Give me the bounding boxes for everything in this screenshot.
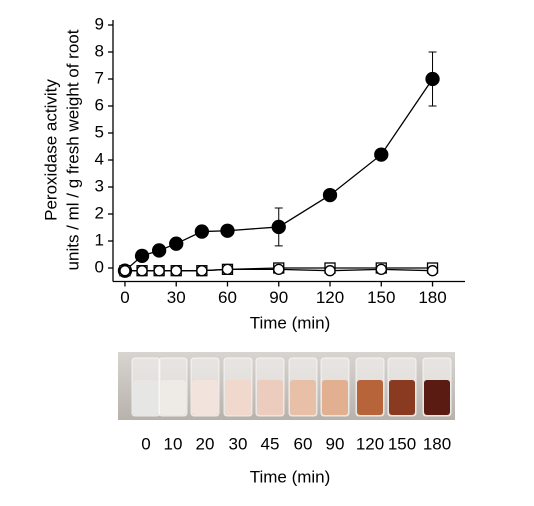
x-tick-label: 150 — [367, 288, 395, 307]
y-tick-label: 1 — [95, 230, 104, 249]
vial-label: 180 — [423, 434, 451, 453]
y-tick-label: 6 — [95, 95, 104, 114]
marker — [194, 224, 210, 239]
vials — [131, 357, 452, 417]
vial-label: 45 — [261, 434, 280, 453]
vial-liquid — [357, 380, 383, 415]
marker — [220, 223, 235, 238]
marker — [169, 236, 184, 251]
marker — [322, 187, 338, 203]
vial-label: 90 — [326, 434, 345, 453]
y-tick-label: 4 — [95, 149, 104, 168]
vial-liquid — [225, 380, 251, 415]
marker — [271, 219, 286, 235]
marker — [425, 71, 440, 87]
vial-label: 0 — [141, 434, 150, 453]
vial-liquid — [424, 380, 450, 415]
vial-label: 120 — [356, 434, 384, 453]
vial-liquid — [160, 380, 186, 415]
vial-liquid — [389, 380, 415, 415]
vial-label: 60 — [294, 434, 313, 453]
x-tick-label: 60 — [218, 288, 237, 307]
x-axis-label: Time (min) — [250, 313, 331, 332]
x-tick-label: 180 — [418, 288, 446, 307]
marker — [119, 265, 131, 277]
y-tick-label: 7 — [95, 68, 104, 87]
y-tick-label: 2 — [95, 203, 104, 222]
vial-label: 150 — [388, 434, 416, 453]
vial-liquid — [192, 380, 218, 415]
vial-liquid — [322, 380, 348, 415]
y-axis-label: units / ml / g fresh weight of root — [63, 29, 82, 270]
marker — [221, 263, 234, 276]
marker — [273, 263, 285, 276]
marker — [426, 265, 439, 277]
marker — [324, 265, 336, 277]
photo — [118, 352, 455, 420]
vial-label: 30 — [229, 434, 248, 453]
y-tick-label: 0 — [95, 257, 104, 276]
y-tick-label: 8 — [95, 41, 104, 60]
marker — [374, 147, 389, 162]
marker — [196, 265, 208, 277]
series-line — [124, 268, 433, 272]
marker — [134, 248, 150, 264]
y-axis-label: Peroxidase activity — [41, 79, 60, 221]
x-tick-label: 120 — [316, 288, 344, 307]
y-tick-label: 3 — [95, 176, 104, 195]
vial-label: 20 — [196, 434, 215, 453]
y-tick-label: 9 — [95, 14, 104, 33]
x-tick-label: 90 — [269, 288, 288, 307]
series-line — [124, 78, 434, 272]
y-tick-label: 5 — [95, 122, 104, 141]
vial-liquid — [133, 380, 159, 415]
marker — [136, 265, 148, 277]
vial-liquid — [257, 380, 283, 415]
vial-label: 10 — [164, 434, 183, 453]
x-tick-label: 0 — [120, 288, 129, 307]
x-tick-label: 30 — [167, 288, 186, 307]
photo-x-label: Time (min) — [250, 467, 331, 486]
marker — [170, 265, 182, 277]
marker — [153, 265, 165, 277]
marker — [151, 243, 167, 258]
marker — [375, 263, 387, 276]
vial-liquid — [290, 380, 316, 415]
